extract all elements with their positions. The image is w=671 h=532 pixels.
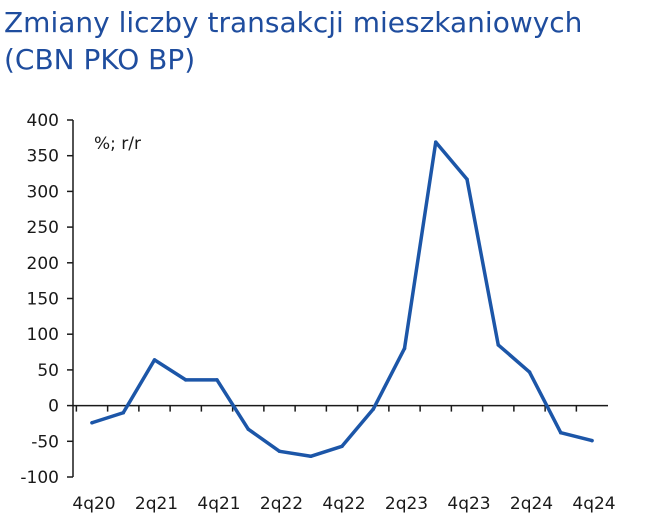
y-tick-label: 350: [27, 147, 59, 167]
data-point: [246, 427, 250, 431]
x-tick-label: 4q24: [572, 494, 615, 514]
x-tick-label: 2q21: [135, 494, 178, 514]
y-tick-label: -50: [31, 432, 59, 452]
y-tick-label: 300: [27, 182, 59, 202]
data-point: [590, 438, 594, 443]
data-point: [465, 177, 469, 182]
data-point: [184, 378, 188, 382]
y-axis-ticks: 400 350 300 250 200 150 100 50 0 -50 -100: [20, 111, 73, 488]
x-tick-label: 4q20: [72, 494, 115, 514]
chart-title: Zmiany liczby transakcji mieszkaniowych …: [4, 4, 671, 78]
x-tick-label: 2q22: [260, 494, 303, 514]
data-point: [496, 343, 500, 347]
x-tick-label: 2q24: [510, 494, 553, 514]
data-point: [215, 378, 219, 382]
data-point: [402, 346, 407, 351]
chart-title-line1: Zmiany liczby transakcji mieszkaniowych: [4, 6, 583, 39]
y-tick-label: 250: [27, 218, 59, 238]
data-point: [434, 140, 438, 144]
unit-label: %; r/r: [94, 134, 141, 154]
data-point: [527, 370, 532, 374]
data-point: [340, 444, 344, 449]
x-tick-label: 2q23: [385, 494, 428, 514]
chart-title-line2: (CBN PKO BP): [4, 43, 196, 76]
y-tick-label: 50: [37, 361, 59, 381]
data-point: [90, 420, 94, 425]
y-tick-label: 100: [27, 325, 59, 345]
data-point: [152, 358, 157, 362]
data-point: [371, 407, 375, 411]
y-tick-label: 0: [48, 397, 59, 417]
data-point: [277, 449, 282, 454]
data-point: [121, 410, 125, 415]
series-points: [90, 140, 594, 459]
y-tick-label: 400: [27, 111, 59, 131]
data-point: [559, 430, 563, 435]
series-line: [90, 140, 594, 459]
y-tick-label: 200: [27, 254, 59, 274]
y-tick-label: -100: [20, 468, 59, 488]
x-tick-label: 4q22: [322, 494, 365, 514]
y-tick-label: 150: [27, 290, 59, 310]
x-tick-label: 4q23: [447, 494, 490, 514]
data-point: [309, 454, 313, 459]
x-axis-ticks: 4q20 2q21 4q21 2q22 4q22 2q23 4q23 2q24 4q24: [72, 405, 616, 514]
x-tick-label: 4q21: [197, 494, 240, 514]
